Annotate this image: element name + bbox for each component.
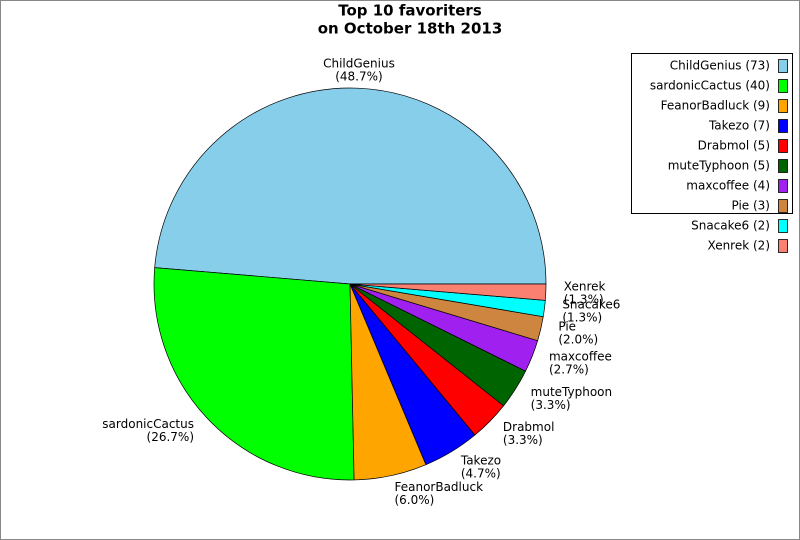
legend-swatch — [778, 59, 788, 73]
legend-swatch — [778, 79, 788, 93]
legend-swatch — [778, 199, 788, 213]
slice-label: Drabmol — [503, 420, 555, 434]
legend-swatch — [778, 219, 788, 233]
slice-percent: (6.0%) — [394, 493, 434, 507]
slice-percent: (1.3%) — [562, 310, 602, 324]
slice-percent: (2.7%) — [549, 362, 589, 376]
slice-percent: (3.3%) — [531, 398, 571, 412]
legend-label: Snacake6 (2) — [691, 219, 770, 233]
legend-swatch — [778, 119, 788, 133]
legend-label: Drabmol (5) — [698, 139, 770, 153]
legend-label: maxcoffee (4) — [686, 179, 770, 193]
slice-percent: (2.0%) — [558, 332, 598, 346]
slice-percent: (26.7%) — [147, 430, 194, 444]
legend-swatch — [778, 239, 788, 253]
slice-percent: (48.7%) — [335, 70, 382, 84]
slice-percent: (1.3%) — [564, 292, 604, 306]
legend-swatch — [778, 179, 788, 193]
slice-percent: (4.7%) — [461, 467, 501, 481]
slice-label: FeanorBadluck — [394, 480, 483, 494]
slice-percent: (3.3%) — [503, 433, 543, 447]
legend-label: ChildGenius (73) — [670, 59, 770, 73]
slice-label: Snacake6 — [562, 297, 620, 311]
legend-label: sardonicCactus (40) — [650, 79, 770, 93]
legend-label: Xenrek (2) — [708, 239, 770, 253]
chart-title: Top 10 favoriters — [338, 2, 482, 20]
slice-label: maxcoffee — [549, 349, 612, 363]
chart-subtitle: on October 18th 2013 — [318, 20, 503, 38]
legend-label: FeanorBadluck (9) — [661, 99, 770, 113]
legend-label: Pie (3) — [731, 199, 770, 213]
slice-label: sardonicCactus — [102, 417, 194, 431]
slice-label: muteTyphoon — [531, 385, 612, 399]
legend-swatch — [778, 159, 788, 173]
slice-label: Xenrek — [564, 279, 606, 293]
legend-swatch — [778, 99, 788, 113]
legend-box — [631, 53, 793, 214]
legend-label: muteTyphoon (5) — [668, 159, 770, 173]
slice-label: Takezo — [460, 454, 501, 468]
pie-slice — [154, 87, 547, 285]
pie-slice — [153, 267, 355, 481]
pie-slice — [349, 283, 547, 301]
legend-swatch — [778, 139, 788, 153]
slice-label: ChildGenius — [323, 57, 395, 71]
legend-label: Takezo (7) — [708, 119, 770, 133]
slice-label: Pie — [558, 319, 576, 333]
